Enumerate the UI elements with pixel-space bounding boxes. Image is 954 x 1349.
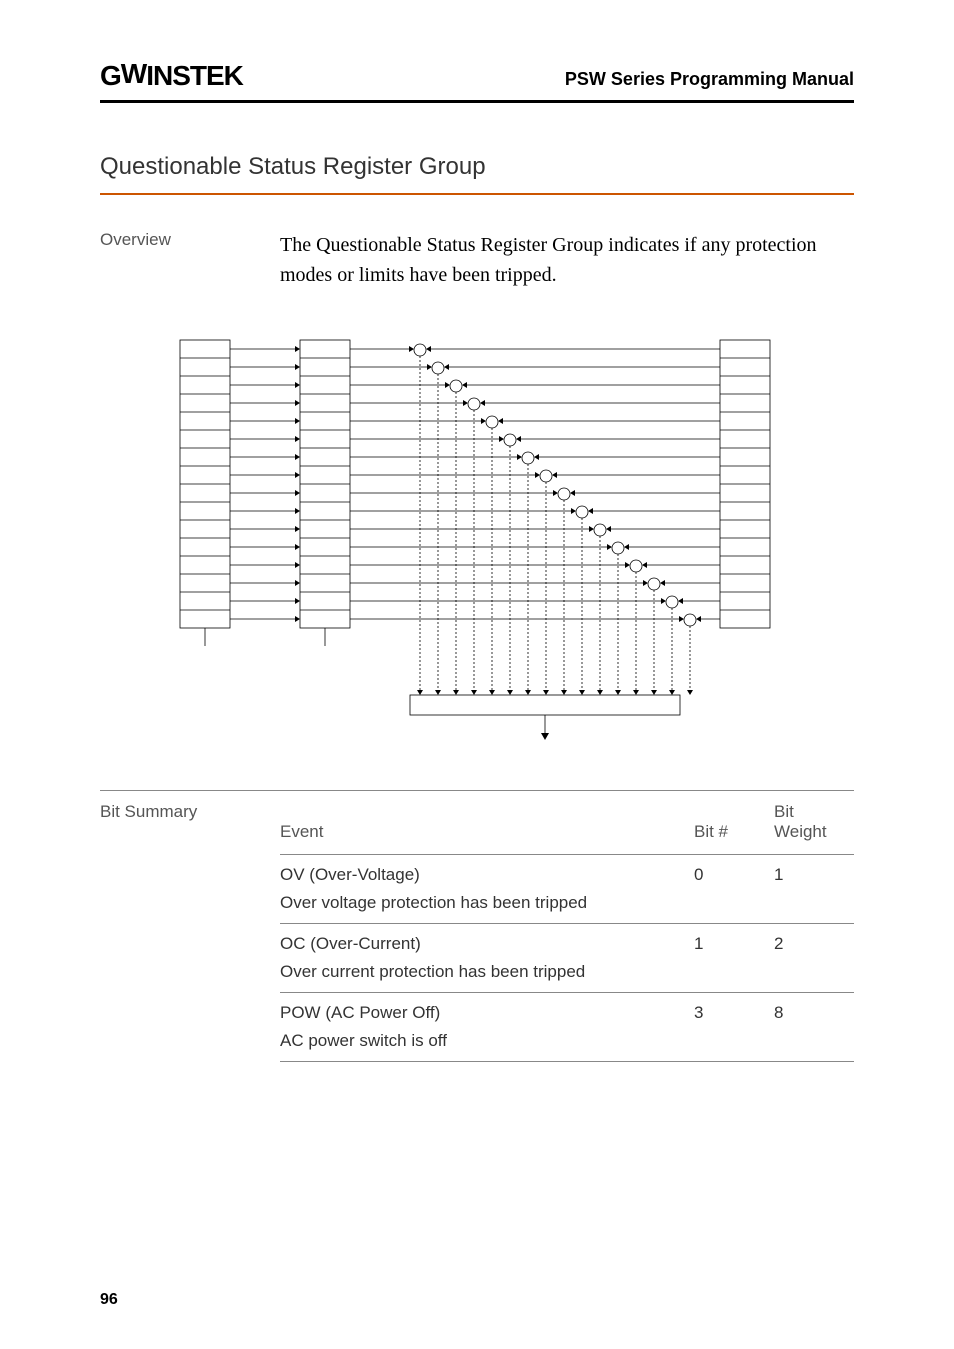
event-cell: OV (Over-Voltage) Over voltage protection…: [280, 855, 694, 924]
event-name: POW (AC Power Off): [280, 1003, 686, 1023]
page-header: GWINSTEK PSW Series Programming Manual: [100, 60, 854, 103]
event-name: OV (Over-Voltage): [280, 865, 686, 885]
col-bit: Bit #: [694, 792, 774, 855]
event-cell: OC (Over-Current) Over current protection…: [280, 924, 694, 993]
bit-number-cell: 3: [694, 993, 774, 1062]
bit-weight-cell: 8: [774, 993, 854, 1062]
event-description: AC power switch is off: [280, 1031, 686, 1051]
manual-title: PSW Series Programming Manual: [565, 69, 854, 90]
bit-summary-label: Bit Summary: [100, 792, 280, 1062]
table-row: OC (Over-Current) Over current protection…: [280, 924, 854, 993]
event-name: OC (Over-Current): [280, 934, 686, 954]
overview-label: Overview: [100, 230, 280, 290]
table-header-row: Event Bit # Bit Weight: [280, 792, 854, 855]
bit-summary-table: Event Bit # Bit Weight OV (Over-Voltage)…: [280, 792, 854, 1062]
overview-row: Overview The Questionable Status Registe…: [100, 230, 854, 290]
event-description: Over voltage protection has been tripped: [280, 893, 686, 913]
table-row: OV (Over-Voltage) Over voltage protection…: [280, 855, 854, 924]
bit-number-cell: 0: [694, 855, 774, 924]
register-diagram-svg: [160, 320, 820, 760]
section-title: Questionable Status Register Group: [100, 153, 854, 195]
col-weight: Bit Weight: [774, 792, 854, 855]
event-description: Over current protection has been tripped: [280, 962, 686, 982]
bit-summary-section: Bit Summary Event Bit # Bit Weight OV (O…: [100, 790, 854, 1062]
page-number: 96: [100, 1291, 118, 1309]
table-row: POW (AC Power Off) AC power switch is off…: [280, 993, 854, 1062]
bit-weight-cell: 2: [774, 924, 854, 993]
bit-weight-cell: 1: [774, 855, 854, 924]
bit-number-cell: 1: [694, 924, 774, 993]
register-diagram: [160, 320, 820, 760]
overview-text: The Questionable Status Register Group i…: [280, 230, 854, 290]
col-event: Event: [280, 792, 694, 855]
brand-logo: GWINSTEK: [100, 60, 243, 92]
event-cell: POW (AC Power Off) AC power switch is off: [280, 993, 694, 1062]
